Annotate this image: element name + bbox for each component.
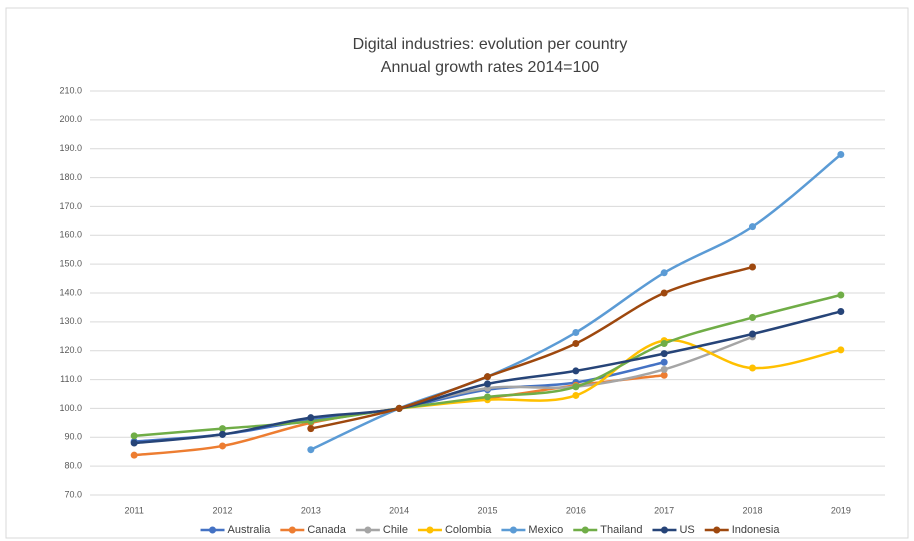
data-point [660,365,668,373]
y-tick-label: 170.0 [59,201,82,211]
data-point [130,432,138,440]
y-tick-label: 130.0 [59,316,82,326]
data-point [130,451,138,459]
data-point [837,150,845,158]
legend-marker [660,526,668,534]
legend-label: Colombia [445,524,492,536]
y-tick-label: 100.0 [59,403,82,413]
data-point [749,314,756,322]
legend-label: Australia [228,524,272,536]
data-point [484,393,491,401]
data-point [572,340,580,347]
data-point [572,383,580,391]
y-tick-label: 80.0 [64,461,82,471]
y-tick-label: 140.0 [59,287,82,297]
data-point [572,329,580,337]
legend-marker [288,526,296,534]
legend-label: Mexico [528,524,563,536]
chart-subtitle: Annual growth rates 2014=100 [381,59,599,76]
y-tick-label: 70.0 [64,489,82,499]
data-point [837,307,845,315]
x-tick-label: 2019 [831,505,851,515]
data-point [837,291,845,299]
data-point [219,442,226,450]
data-point [572,367,580,375]
data-point [307,414,315,422]
data-point [749,364,756,372]
x-tick-label: 2014 [389,505,409,515]
chart-title: Digital industries: evolution per countr… [353,36,628,53]
x-tick-label: 2011 [124,505,143,515]
data-point [395,404,403,412]
x-tick-label: 2015 [477,505,497,515]
y-tick-label: 150.0 [59,259,82,269]
data-point [307,446,315,454]
data-point [749,330,756,338]
data-point [572,391,580,399]
x-tick-label: 2017 [654,505,674,515]
chart-border [5,7,909,539]
y-tick-label: 160.0 [59,230,82,240]
data-point [660,269,668,277]
legend-marker [364,526,372,534]
y-tick-label: 190.0 [59,143,82,153]
data-point [660,289,668,297]
y-tick-label: 90.0 [64,432,82,442]
data-point [660,350,668,358]
y-tick-label: 200.0 [59,114,82,124]
data-point [219,430,226,438]
x-tick-label: 2018 [742,505,762,515]
legend-marker [713,526,721,534]
data-point [130,439,138,447]
x-tick-label: 2012 [212,505,232,515]
y-tick-label: 120.0 [59,345,82,355]
legend-marker [581,526,589,534]
data-point [749,263,756,271]
series-line [310,265,753,430]
data-point [484,373,491,381]
legend-marker [209,526,217,534]
legend-label: Thailand [600,524,642,536]
x-tick-label: 2013 [301,505,321,515]
legend-label: Indonesia [732,524,781,536]
data-point [219,425,226,433]
y-tick-label: 110.0 [60,374,82,384]
data-point [660,358,668,366]
data-point [837,346,845,354]
data-point [307,425,315,433]
x-tick-label: 2016 [566,505,586,515]
y-tick-label: 210.0 [59,85,82,95]
data-point [660,371,668,379]
legend-label: US [679,524,694,536]
legend-label: Canada [307,524,346,536]
legend-label: Chile [383,524,408,536]
legend-marker [509,526,517,534]
data-point [660,340,668,347]
legend-marker [426,526,434,534]
data-point [484,380,491,388]
data-point [749,223,756,231]
y-tick-label: 180.0 [59,172,82,182]
